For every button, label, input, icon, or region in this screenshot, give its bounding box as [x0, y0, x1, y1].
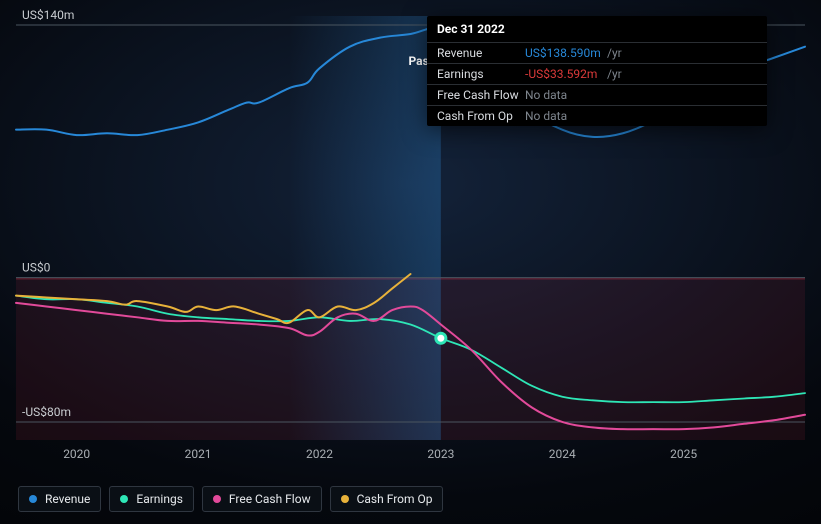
chart-legend: Revenue Earnings Free Cash Flow Cash From O…	[18, 486, 443, 512]
x-axis-tick: 2025	[670, 447, 697, 461]
legend-label: Free Cash Flow	[229, 492, 311, 506]
legend-item-cash_from_ops[interactable]: Cash From Op	[330, 486, 444, 512]
legend-swatch	[213, 495, 221, 503]
tooltip-row-unit: /yr	[607, 67, 622, 81]
tooltip-title: Dec 31 2022	[427, 16, 767, 42]
legend-swatch	[120, 495, 128, 503]
tooltip-row: Cash From OpNo data	[427, 105, 767, 126]
legend-label: Cash From Op	[357, 492, 433, 506]
legend-swatch	[29, 495, 37, 503]
chart-tooltip: Dec 31 2022 RevenueUS$138.590m/yrEarning…	[427, 16, 767, 126]
tooltip-row-label: Cash From Op	[437, 109, 525, 123]
legend-item-free_cash_flow[interactable]: Free Cash Flow	[202, 486, 322, 512]
legend-label: Revenue	[45, 492, 90, 506]
tooltip-row-value: No data	[525, 88, 607, 102]
tooltip-row-unit: /yr	[607, 46, 622, 60]
tooltip-row-value: US$138.590m	[525, 46, 607, 60]
past-highlight-band	[289, 16, 441, 440]
tooltip-row: Earnings-US$33.592m/yr	[427, 63, 767, 84]
x-axis-tick: 2023	[427, 447, 454, 461]
legend-item-earnings[interactable]: Earnings	[109, 486, 194, 512]
y-axis-label: US$0	[22, 261, 51, 275]
legend-item-revenue[interactable]: Revenue	[18, 486, 101, 512]
x-axis-tick: 2020	[63, 447, 90, 461]
x-axis-tick: 2024	[549, 447, 576, 461]
tooltip-row-label: Free Cash Flow	[437, 88, 525, 102]
y-axis-label: -US$80m	[22, 405, 71, 419]
tooltip-row: Free Cash FlowNo data	[427, 84, 767, 105]
tooltip-row-label: Earnings	[437, 67, 525, 81]
tooltip-row-value: No data	[525, 109, 607, 123]
tooltip-row-label: Revenue	[437, 46, 525, 60]
tooltip-row-value: -US$33.592m	[525, 67, 607, 81]
legend-swatch	[341, 495, 349, 503]
y-axis-label: US$140m	[22, 8, 74, 22]
x-axis-tick: 2022	[306, 447, 333, 461]
marker-earnings	[436, 333, 446, 343]
financials-chart: US$140mUS$0-US$80mPastAnalysts Forecasts…	[0, 0, 821, 524]
legend-label: Earnings	[136, 492, 183, 506]
x-axis-tick: 2021	[185, 447, 212, 461]
tooltip-row: RevenueUS$138.590m/yr	[427, 42, 767, 63]
